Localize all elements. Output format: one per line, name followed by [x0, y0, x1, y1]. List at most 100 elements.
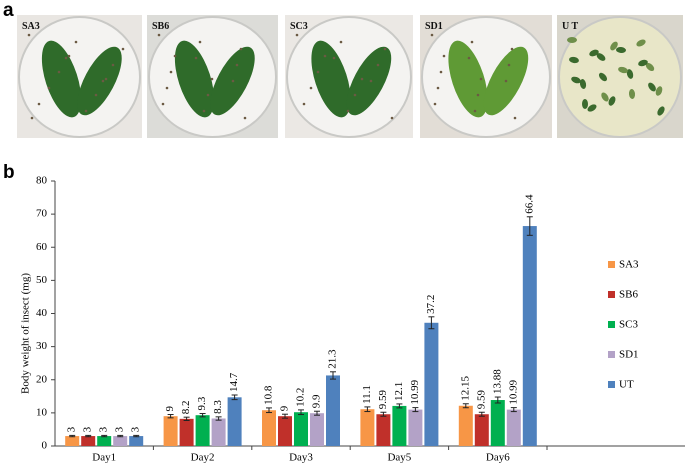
debris	[111, 63, 115, 67]
data-label: 3	[98, 426, 110, 432]
debris	[235, 63, 239, 67]
debris	[360, 77, 364, 81]
legend-label: UT	[619, 379, 634, 391]
legend-swatch	[608, 291, 615, 298]
data-label: 10.99	[507, 379, 519, 404]
data-label: 11.1	[361, 385, 373, 404]
petri-dish	[558, 16, 682, 138]
bar	[458, 405, 473, 446]
data-label: 21.3	[327, 349, 339, 369]
bar	[129, 436, 144, 446]
leaf-fragment	[636, 39, 646, 47]
data-label: 3	[130, 426, 142, 432]
legend-label: SC3	[619, 319, 638, 331]
legend-label: SA3	[619, 259, 639, 271]
data-label: 3	[82, 426, 94, 432]
data-label: 8.3	[212, 400, 224, 414]
x-tick-label: Day2	[191, 452, 215, 464]
bar	[490, 400, 505, 446]
debris	[121, 47, 125, 51]
leaf-fragment	[655, 86, 663, 96]
legend-label: SD1	[619, 349, 639, 361]
bar	[326, 375, 340, 446]
leaf	[311, 40, 351, 118]
bar	[360, 409, 375, 446]
leaf	[41, 40, 82, 118]
bar	[81, 436, 96, 446]
bar	[424, 322, 439, 446]
debris	[479, 77, 483, 81]
leaf-fragment	[567, 37, 577, 43]
debris	[430, 33, 434, 37]
debris	[436, 86, 440, 90]
debris	[295, 33, 299, 37]
data-label: 8.2	[180, 400, 192, 414]
y-tick-label: 20	[36, 373, 48, 385]
y-tick-label: 10	[36, 406, 48, 418]
debris	[104, 77, 108, 81]
debris	[157, 33, 161, 37]
debris	[369, 79, 373, 83]
y-tick-label: 70	[36, 208, 48, 220]
y-tick-label: 40	[36, 307, 48, 319]
data-label: 13.88	[491, 369, 503, 394]
bar	[97, 436, 112, 446]
debris	[470, 40, 474, 44]
petri-dish	[18, 16, 141, 138]
bar	[179, 418, 194, 446]
leaf-fragment	[581, 99, 589, 109]
debris	[323, 54, 327, 58]
debris	[473, 109, 477, 113]
debris	[339, 40, 343, 44]
debris	[169, 70, 173, 74]
data-label: 3	[66, 426, 78, 432]
debris	[210, 77, 214, 81]
debris	[346, 109, 350, 113]
debris	[302, 102, 306, 106]
bar	[227, 397, 242, 446]
leaf-fragment	[645, 62, 655, 72]
debris	[476, 93, 480, 97]
debris	[504, 79, 508, 83]
debris	[47, 86, 51, 90]
debris	[37, 102, 41, 106]
debris	[64, 56, 68, 60]
debris	[206, 93, 210, 97]
photo-label: U T	[562, 21, 579, 32]
leaf	[448, 40, 488, 118]
debris	[165, 86, 169, 90]
leaf	[77, 46, 122, 116]
y-tick-label: 80	[36, 175, 48, 187]
x-tick-label: Day3	[289, 452, 313, 464]
chart: 0 10 20 30 40 50 60 70 80 Body weight of insect (…	[20, 175, 685, 464]
data-label: 10.99	[409, 379, 421, 404]
leaf-fragment	[571, 76, 581, 84]
debris	[353, 93, 357, 97]
data-label: 9.59	[377, 389, 389, 409]
legend-swatch	[608, 261, 615, 268]
debris	[67, 54, 71, 58]
bar	[474, 414, 489, 446]
debris	[510, 47, 514, 51]
data-label: 10.8	[263, 385, 275, 405]
x-tick-label: Day1	[92, 452, 116, 464]
legend-swatch	[608, 321, 615, 328]
leaf-fragment	[638, 59, 648, 67]
bar	[392, 405, 407, 446]
debris	[30, 116, 34, 120]
debris	[231, 79, 235, 83]
leaf-fragment	[628, 89, 636, 99]
leaf-fragment	[596, 53, 606, 61]
bar	[294, 412, 308, 446]
bar	[65, 436, 80, 446]
data-label: 9.3	[196, 396, 208, 410]
legend-swatch	[608, 381, 615, 388]
leaf-fragment	[587, 104, 597, 112]
bar	[408, 409, 423, 446]
data-label: 14.7	[228, 372, 240, 392]
debris	[467, 56, 471, 60]
debris	[433, 102, 437, 106]
debris	[309, 86, 313, 90]
leaf	[346, 46, 392, 116]
panel-label: b	[3, 162, 15, 183]
